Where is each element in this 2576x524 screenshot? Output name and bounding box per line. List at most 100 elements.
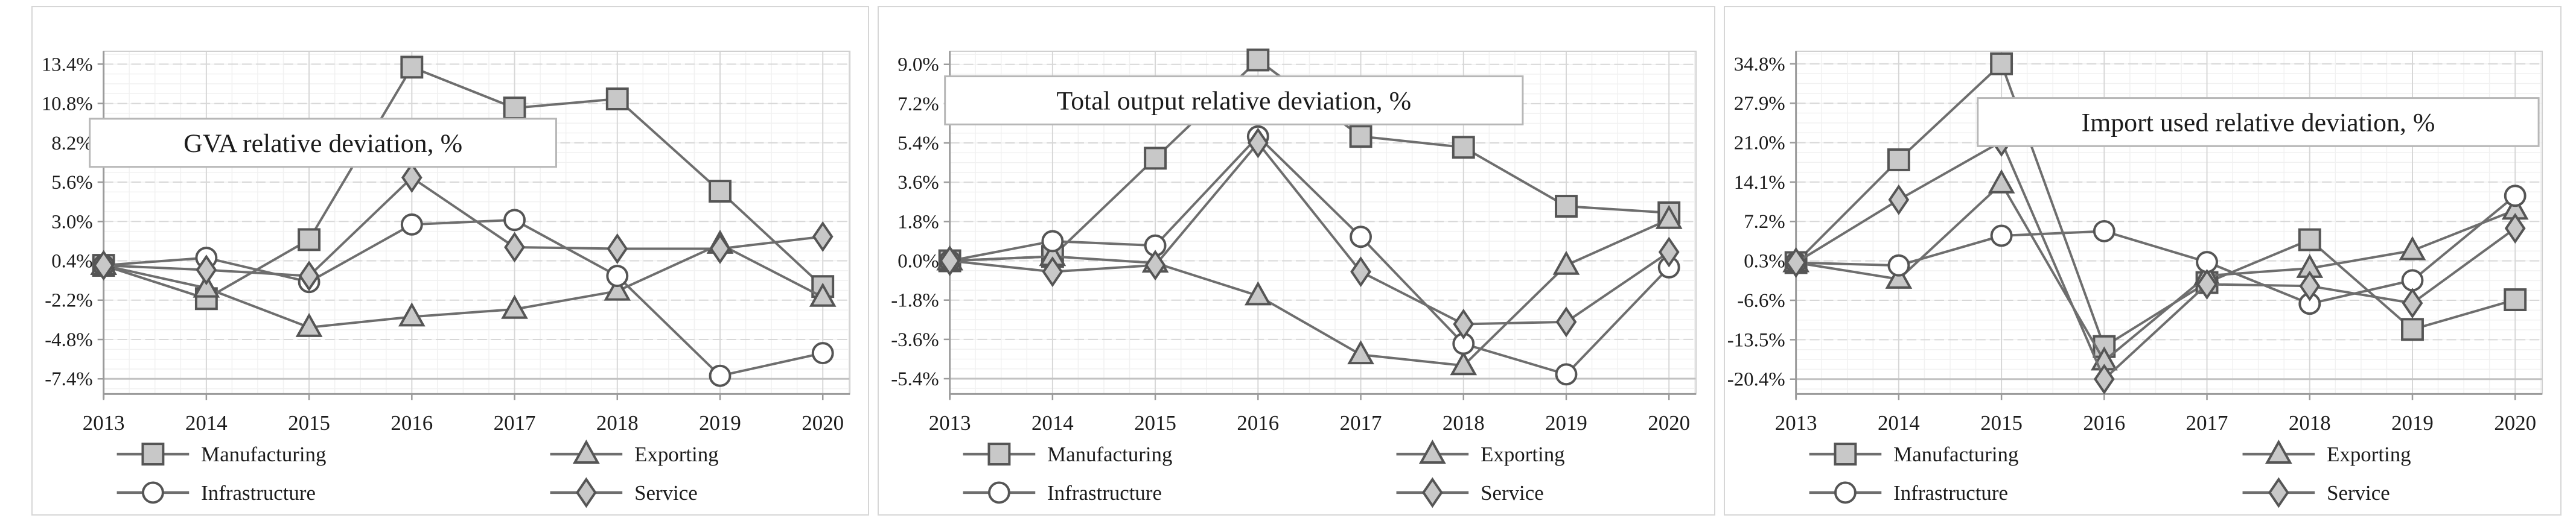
legend-label: Infrastructure: [1893, 481, 2008, 505]
y-tick-label: 3.0%: [51, 211, 93, 233]
legend-diamond-icon: [2268, 477, 2289, 508]
x-axis-label: 2015: [1134, 411, 1176, 435]
x-axis-label: 2016: [2083, 411, 2125, 435]
y-tick-label: -20.4%: [1727, 369, 1785, 391]
legend-triangle-icon: [573, 440, 600, 464]
legend-circle-icon: [1834, 481, 1857, 504]
triangle-marker-icon: [809, 282, 837, 307]
y-tick-label: 0.0%: [897, 251, 939, 273]
triangle-marker-icon: [1347, 340, 1374, 365]
series-service: [939, 127, 1680, 339]
x-axis-label: 2017: [1340, 411, 1382, 435]
x-axis-label: 2019: [699, 411, 741, 435]
triangle-marker-icon: [398, 302, 426, 327]
y-tick-label: 5.6%: [51, 172, 93, 194]
triangle-marker-icon: [501, 294, 528, 319]
circle-marker-icon: [1041, 230, 1064, 253]
triangle-marker-icon: [604, 276, 631, 301]
square-marker-icon: [503, 96, 526, 120]
y-tick-label: 9.0%: [897, 54, 939, 76]
chart-panel-total-output: 9.0% 7.2% 5.4% 3.6% 1.8% 0.0% -1.8% -3.6% -5.4% T…: [878, 6, 1715, 516]
y-tick-label: -7.4%: [45, 368, 92, 390]
legend-label: Manufacturing: [1047, 443, 1172, 466]
diamond-marker-icon: [709, 233, 731, 264]
x-axis-label: 2020: [1648, 411, 1690, 435]
legend-item-service: Service: [550, 477, 698, 508]
circle-marker-icon: [811, 342, 834, 365]
y-tick-label: -6.6%: [1737, 290, 1785, 312]
series-manufacturing: [1784, 52, 2527, 358]
legend-item-manufacturing: Manufacturing: [116, 443, 326, 466]
line-chart-1: 9.0% 7.2% 5.4% 3.6% 1.8% 0.0% -1.8% -3.6% -5.4% T…: [891, 48, 1697, 508]
diamond-marker-icon: [2093, 364, 2115, 395]
x-axis-label: 2018: [1443, 411, 1485, 435]
diamond-marker-icon: [93, 250, 115, 281]
x-axis-label: 2014: [185, 411, 228, 435]
x-axis-label: 2019: [1545, 411, 1587, 435]
diamond-marker-icon: [1658, 236, 1680, 268]
series-line-manufacturing: [103, 65, 824, 300]
legend-item-exporting: Exporting: [550, 440, 719, 466]
legend-label: Service: [634, 481, 698, 505]
triangle-marker-icon: [1988, 169, 2015, 194]
x-axis-label: 2018: [2289, 411, 2331, 435]
legend-square-icon: [1834, 443, 1857, 466]
square-marker-icon: [709, 180, 732, 203]
diamond-marker-icon: [607, 233, 628, 264]
circle-marker-icon: [400, 213, 423, 236]
circle-marker-icon: [1555, 363, 1578, 386]
legend-label: Exporting: [2327, 443, 2411, 466]
legend-label: Manufacturing: [201, 443, 326, 466]
legend-triangle-icon: [1419, 440, 1446, 464]
x-axis-label: 2018: [596, 411, 639, 435]
legend-label: Service: [1481, 481, 1544, 505]
y-tick-label: 34.8%: [1734, 54, 1785, 75]
y-tick-label: -13.5%: [1727, 329, 1785, 351]
y-tick-label: 7.2%: [897, 93, 939, 115]
triangle-marker-icon: [1244, 281, 1272, 306]
diamond-marker-icon: [1247, 127, 1269, 159]
series-line-exporting: [949, 218, 1670, 367]
legend-triangle-icon: [2265, 440, 2292, 464]
circle-marker-icon: [1887, 254, 1910, 277]
legend-item-infrastructure: Infrastructure: [1809, 481, 2008, 505]
legend-circle-icon: [987, 481, 1010, 504]
triangle-marker-icon: [1885, 264, 1913, 289]
x-axis-label: 2019: [2391, 411, 2434, 435]
triangle-marker-icon: [1655, 204, 1683, 229]
diamond-marker-icon: [2504, 213, 2526, 244]
square-marker-icon: [1990, 52, 2013, 75]
diamond-marker-icon: [939, 245, 961, 277]
series-line-service: [949, 140, 1670, 326]
line-chart-0: 13.4% 10.8% 8.2% 5.6% 3.0% 0.4% -2.2% -4.8% -7.4…: [42, 51, 851, 508]
x-axis-label: 2020: [2494, 411, 2536, 435]
legend-label: Exporting: [1481, 443, 1564, 466]
y-tick-label: 3.6%: [897, 172, 939, 194]
y-tick-label: 0.3%: [1744, 251, 1785, 273]
y-tick-label: 27.9%: [1734, 93, 1785, 115]
y-tick-label: 13.4%: [42, 54, 93, 75]
circle-marker-icon: [2093, 219, 2115, 242]
diamond-marker-icon: [1785, 247, 1807, 278]
diamond-marker-icon: [812, 221, 834, 252]
series-service: [93, 162, 834, 292]
y-tick-label: -4.8%: [45, 329, 92, 351]
x-axis-label: 2020: [802, 411, 844, 435]
series-service: [1785, 126, 2526, 395]
y-tick-label: 1.8%: [897, 211, 939, 233]
square-marker-icon: [605, 87, 629, 110]
circle-marker-icon: [606, 265, 629, 288]
diamond-marker-icon: [401, 162, 422, 194]
diamond-marker-icon: [1144, 250, 1166, 281]
square-marker-icon: [400, 55, 424, 79]
diamond-marker-icon: [504, 232, 525, 263]
x-axis-label: 2013: [1775, 411, 1817, 435]
x-axis-label: 2016: [391, 411, 433, 435]
legend-diamond-icon: [575, 477, 597, 508]
x-axis-label: 2017: [2186, 411, 2228, 435]
circle-marker-icon: [1350, 226, 1372, 248]
square-marker-icon: [1246, 48, 1270, 72]
x-axis-label: 2013: [929, 411, 971, 435]
legend-item-service: Service: [2242, 477, 2390, 508]
